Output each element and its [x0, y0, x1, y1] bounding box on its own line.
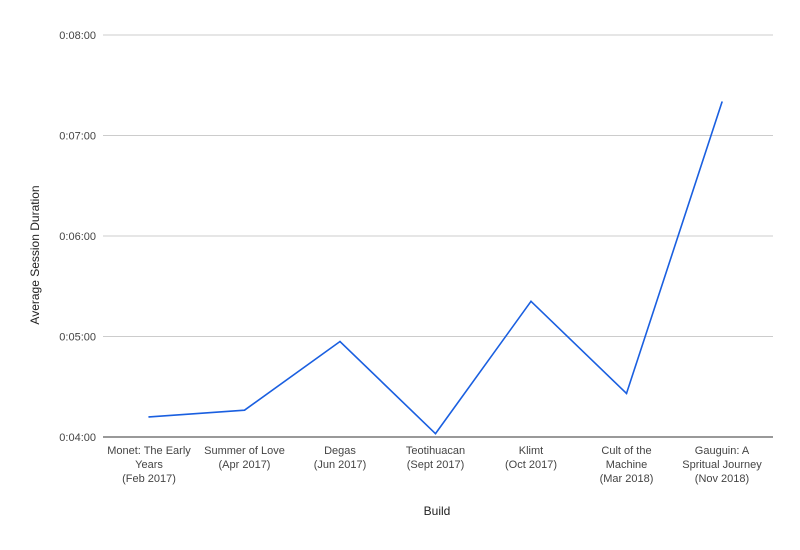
- y-tick-label: 0:04:00: [59, 432, 96, 444]
- data-point: [243, 409, 246, 412]
- x-tick-label: Teotihuacan (Sept 2017): [406, 445, 465, 471]
- y-tick-label: 0:05:00: [59, 332, 96, 344]
- series-layer: [148, 101, 723, 435]
- data-point: [148, 416, 150, 418]
- x-tick-label: Klimt (Oct 2017): [505, 445, 557, 471]
- data-point: [625, 392, 628, 395]
- x-tick-label: Monet: The Early Years (Feb 2017): [107, 445, 191, 485]
- data-point: [434, 432, 437, 435]
- series-line: [148, 101, 723, 435]
- x-axis-ticks: Monet: The Early Years (Feb 2017) Summer of…: [107, 445, 762, 485]
- x-tick-label: Gauguin: A Spritual Journey (Nov 2018): [682, 445, 762, 485]
- x-tick-label: Cult of the Machine (Mar 2018): [600, 445, 654, 485]
- x-axis-title: Build: [424, 504, 451, 518]
- y-tick-label: 0:06:00: [59, 231, 96, 243]
- y-tick-label: 0:07:00: [59, 131, 96, 143]
- x-tick-label: Summer of Love (Apr 2017): [204, 445, 285, 471]
- data-point: [721, 101, 723, 103]
- x-tick-label: Degas (Jun 2017): [314, 445, 367, 471]
- y-tick-label: 0:08:00: [59, 30, 96, 42]
- data-point: [339, 340, 341, 343]
- data-point: [530, 300, 532, 303]
- y-axis-ticks: 0:04:00 0:05:00 0:06:00 0:07:00 0:08:00: [59, 30, 96, 444]
- gridlines: [103, 34, 773, 438]
- y-axis-title: Average Session Duration: [28, 185, 42, 324]
